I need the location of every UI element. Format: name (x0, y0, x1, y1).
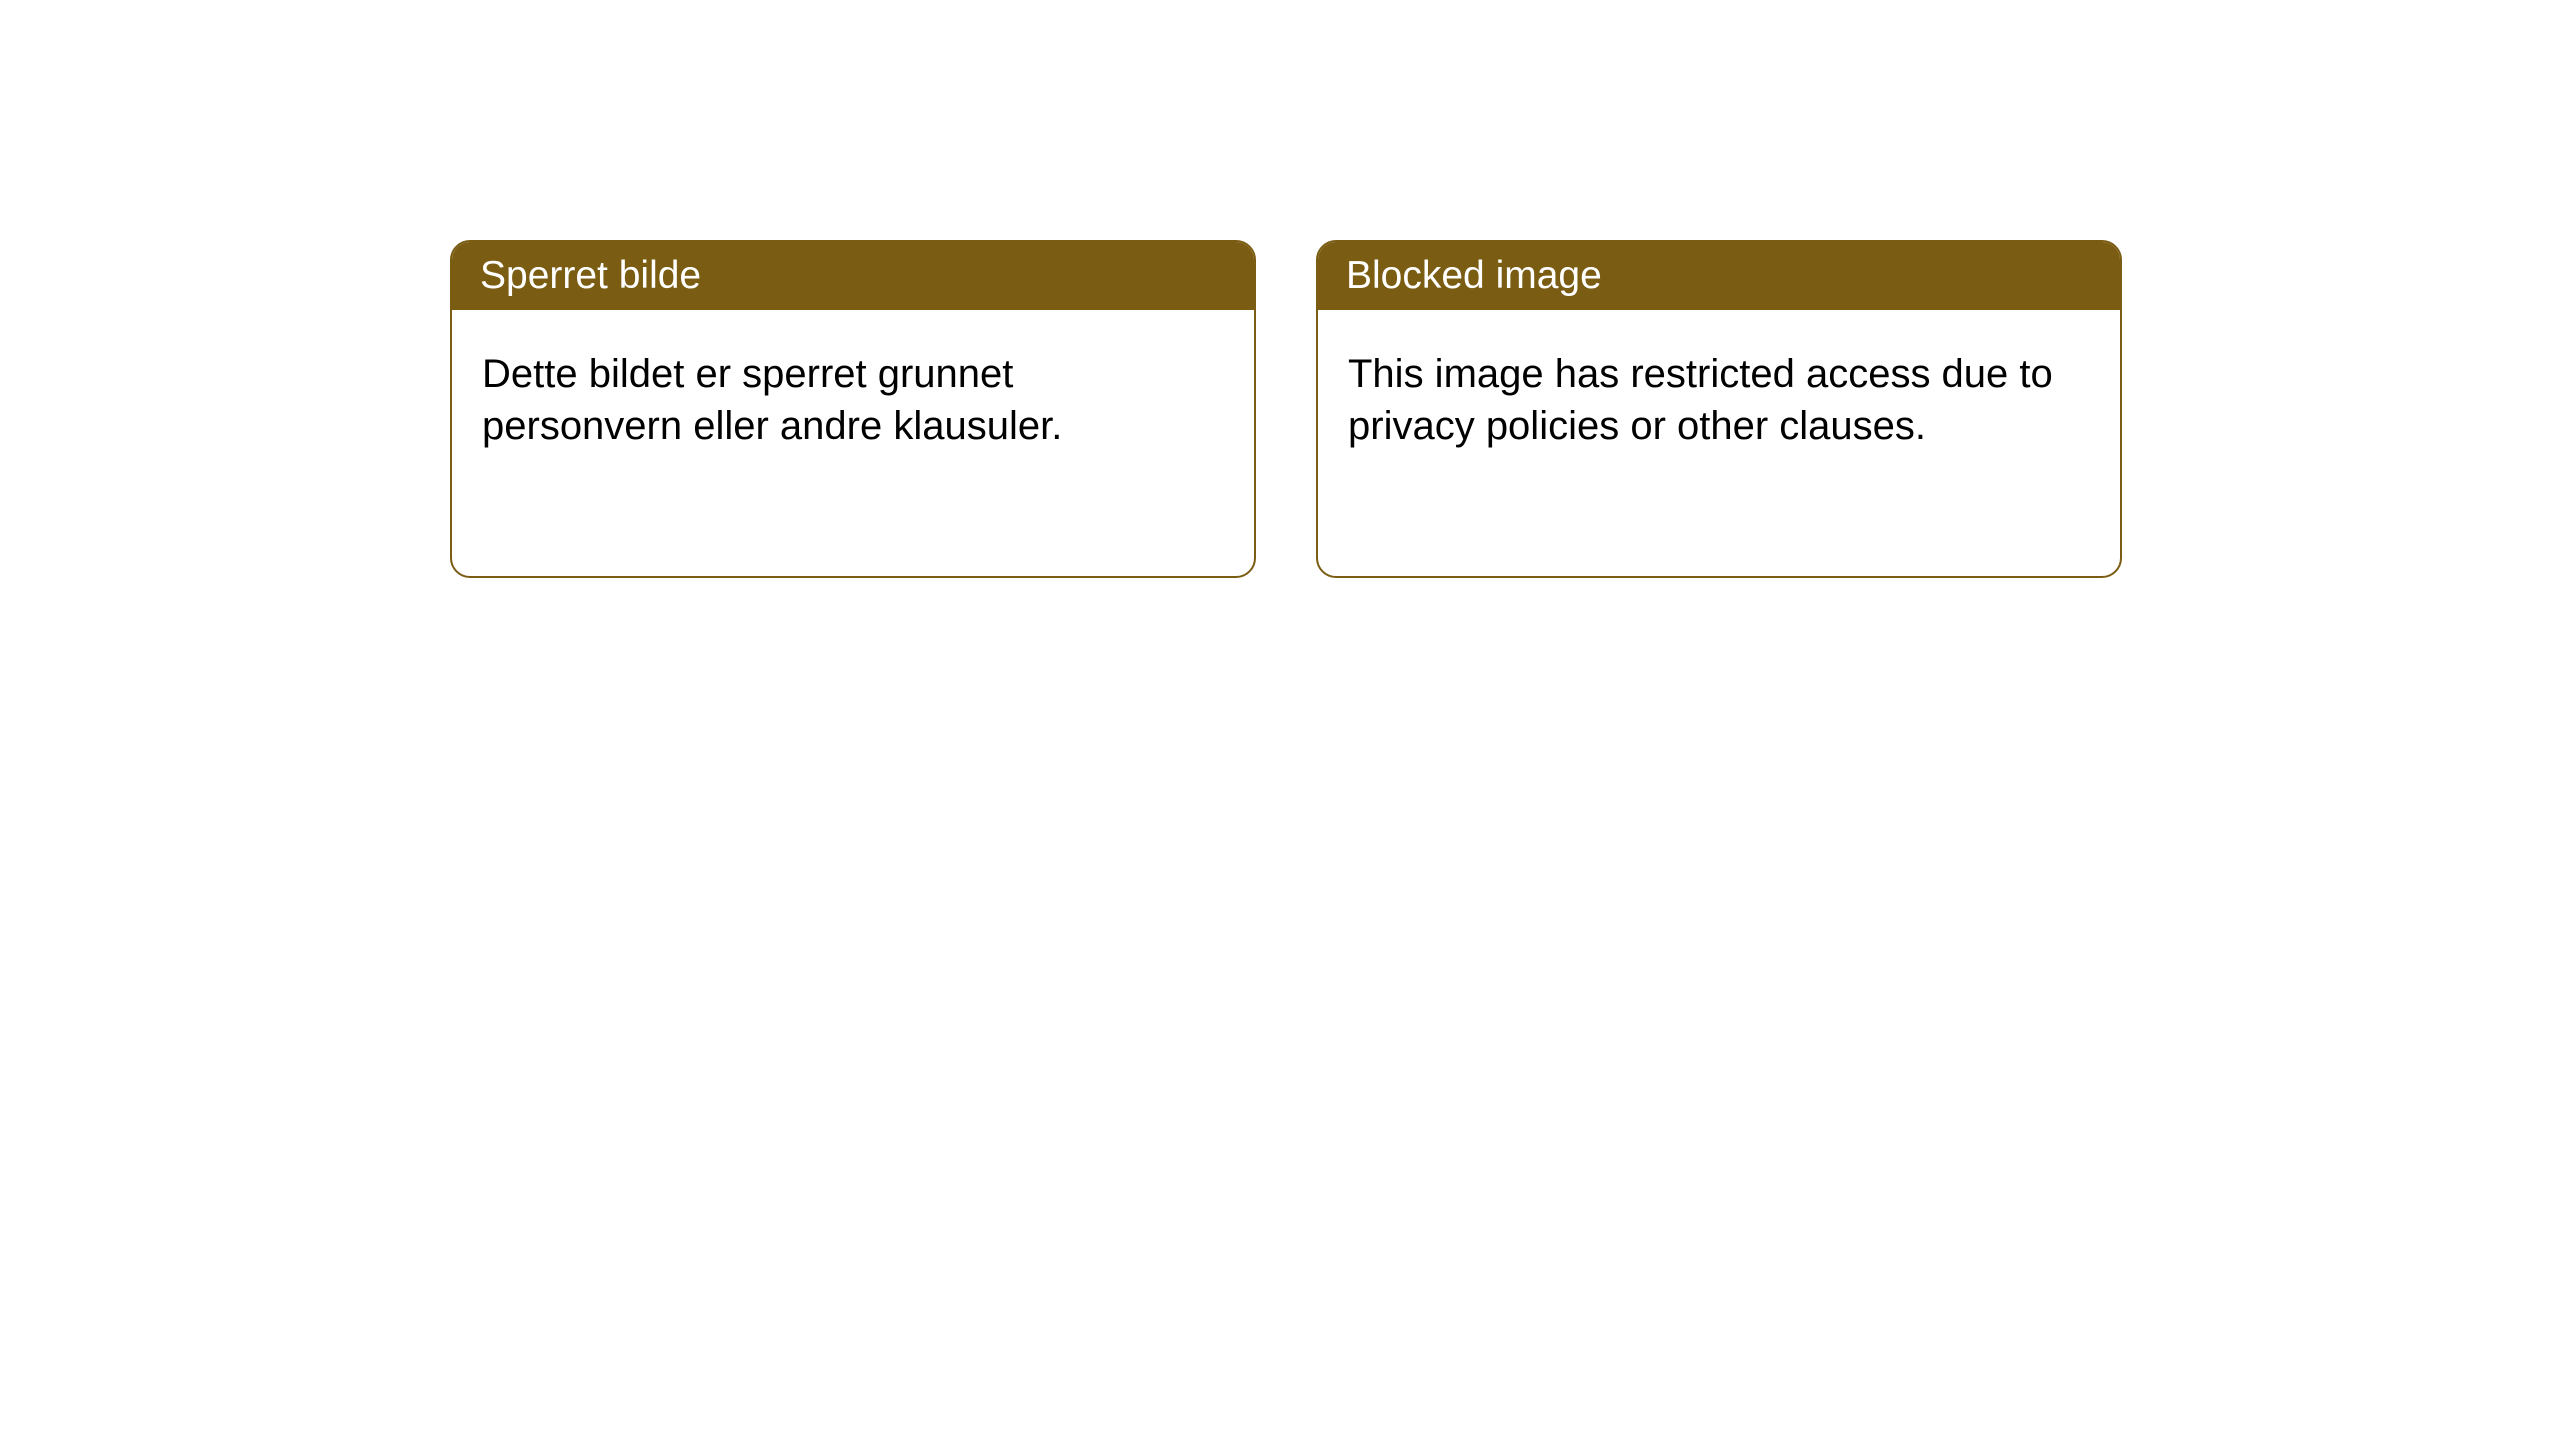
notice-card-title: Sperret bilde (480, 254, 701, 297)
notice-card-norwegian: Sperret bilde Dette bildet er sperret gr… (450, 240, 1256, 578)
notice-card-body: This image has restricted access due to … (1318, 310, 2120, 490)
notice-card-text: Dette bildet er sperret grunnet personve… (482, 352, 1062, 448)
notice-container: Sperret bilde Dette bildet er sperret gr… (0, 0, 2560, 578)
notice-card-text: This image has restricted access due to … (1348, 352, 2053, 448)
notice-card-title: Blocked image (1346, 254, 1602, 297)
notice-card-header: Blocked image (1318, 242, 2120, 310)
notice-card-header: Sperret bilde (452, 242, 1254, 310)
notice-card-english: Blocked image This image has restricted … (1316, 240, 2122, 578)
notice-card-body: Dette bildet er sperret grunnet personve… (452, 310, 1254, 490)
